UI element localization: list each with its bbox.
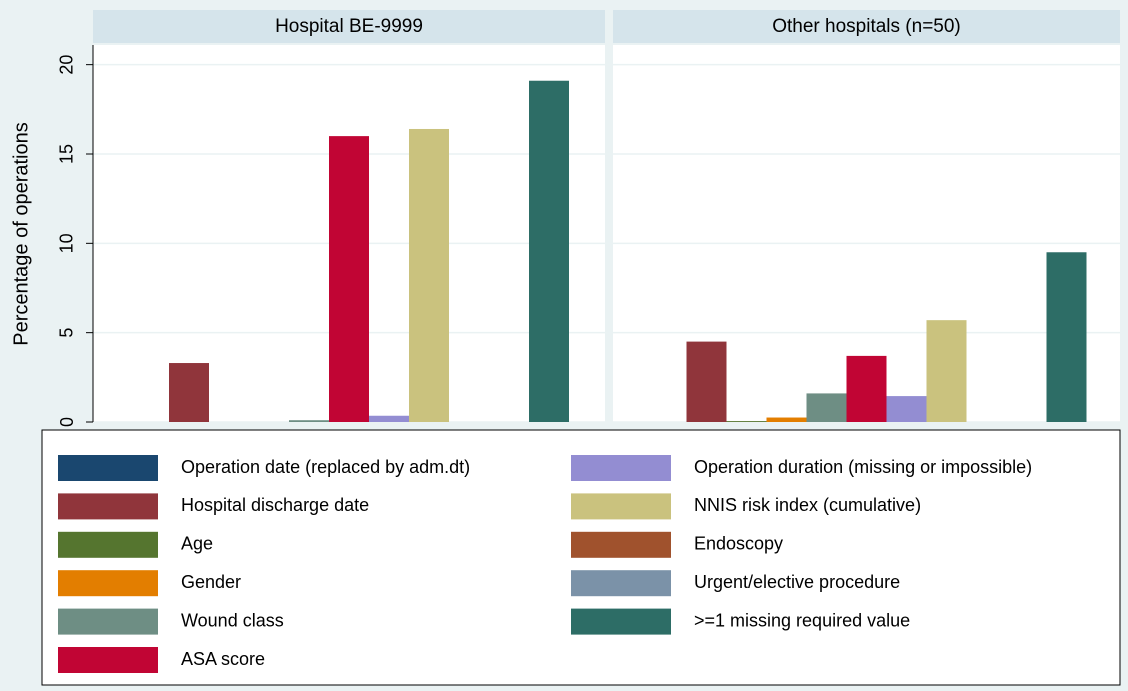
legend-label: Hospital discharge date [181,495,369,515]
bar [369,415,409,422]
bar [926,320,967,422]
bar [846,355,887,422]
bar [886,396,927,422]
legend-swatch [58,455,158,481]
legend-swatch [571,608,671,635]
y-tick-label: 15 [57,144,77,164]
bar [329,136,369,422]
y-tick-label: 5 [57,328,77,338]
bar [726,421,767,422]
legend-swatch [571,455,671,481]
legend-label: Gender [181,572,241,592]
legend-swatch [58,647,158,673]
legend-label: Urgent/elective procedure [694,572,900,592]
legend-label: Endoscopy [694,534,783,554]
legend-label: Wound class [181,610,284,630]
bar [529,80,569,423]
panel-title: Other hospitals (n=50) [772,16,961,37]
legend-label: Operation date (replaced by adm.dt) [181,457,470,477]
legend-label: NNIS risk index (cumulative) [694,495,921,515]
bar [409,128,449,422]
bar [1046,252,1087,422]
bar [686,341,727,422]
legend-swatch [58,493,158,520]
legend-swatch [571,570,671,597]
legend-swatch [571,531,671,558]
bar [806,393,847,422]
legend-swatch [58,570,158,597]
panel-title: Hospital BE-9999 [275,16,423,37]
y-tick-label: 20 [57,55,77,75]
y-tick-label: 10 [57,233,77,253]
legend-swatch [58,531,158,558]
legend-label: Age [181,534,213,554]
y-axis-label: Percentage of operations [10,122,32,346]
bar [766,417,807,422]
legend-label: Operation duration (missing or impossibl… [694,457,1032,477]
legend-swatch [58,608,158,635]
y-tick-label: 0 [57,417,77,427]
panel-header [93,10,605,43]
legend-label: ASA score [181,649,265,669]
bar [289,420,329,422]
bar [169,363,209,422]
panel-header [613,10,1120,43]
legend-label: >=1 missing required value [694,610,910,630]
legend-swatch [571,493,671,520]
